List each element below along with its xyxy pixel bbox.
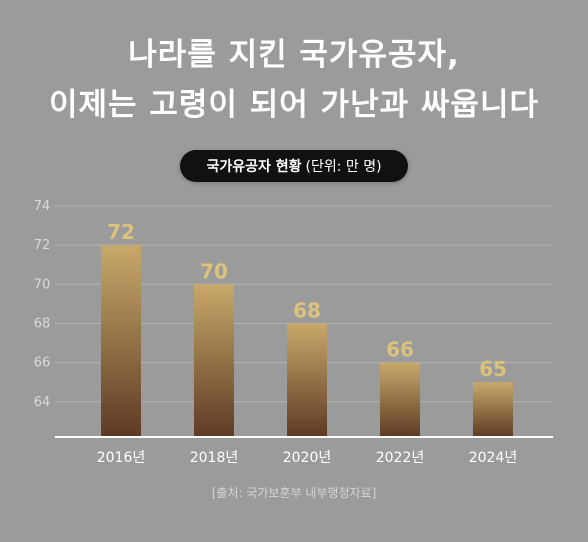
bar-value-label: 68 — [293, 298, 321, 322]
bar-value-label: 72 — [107, 220, 135, 244]
y-tick-label: 68 — [34, 316, 51, 331]
bar — [194, 284, 234, 437]
bar-value-label: 65 — [479, 357, 507, 381]
x-tick-label: 2016년 — [97, 450, 146, 466]
source-note: [출처: 국가보훈부 내부행정자료] — [211, 486, 377, 500]
bar — [101, 245, 141, 437]
y-tick-label: 70 — [34, 277, 51, 292]
x-tick-label: 2018년 — [190, 450, 239, 466]
headline-line-2: 이제는 고령이 되어 가난과 싸웁니다 — [49, 87, 539, 123]
chart-unit: (단위: 만 명) — [305, 159, 382, 175]
chart-title-pill: 국가유공자 현황 (단위: 만 명) — [180, 150, 408, 182]
chart-title: 국가유공자 현황 — [206, 159, 302, 175]
bar — [473, 382, 513, 437]
bar — [380, 362, 420, 437]
x-tick-label: 2020년 — [283, 450, 332, 466]
bar — [287, 323, 327, 437]
y-tick-label: 66 — [34, 356, 51, 371]
bar-value-label: 70 — [200, 259, 228, 283]
bar-value-label: 66 — [386, 338, 414, 362]
headline-line-1: 나라를 지킨 국가유공자, — [128, 37, 460, 73]
y-tick-label: 64 — [34, 395, 51, 410]
y-tick-label: 74 — [34, 199, 51, 214]
y-tick-label: 72 — [34, 238, 51, 253]
x-tick-label: 2022년 — [376, 450, 425, 466]
x-tick-label: 2024년 — [469, 450, 518, 466]
